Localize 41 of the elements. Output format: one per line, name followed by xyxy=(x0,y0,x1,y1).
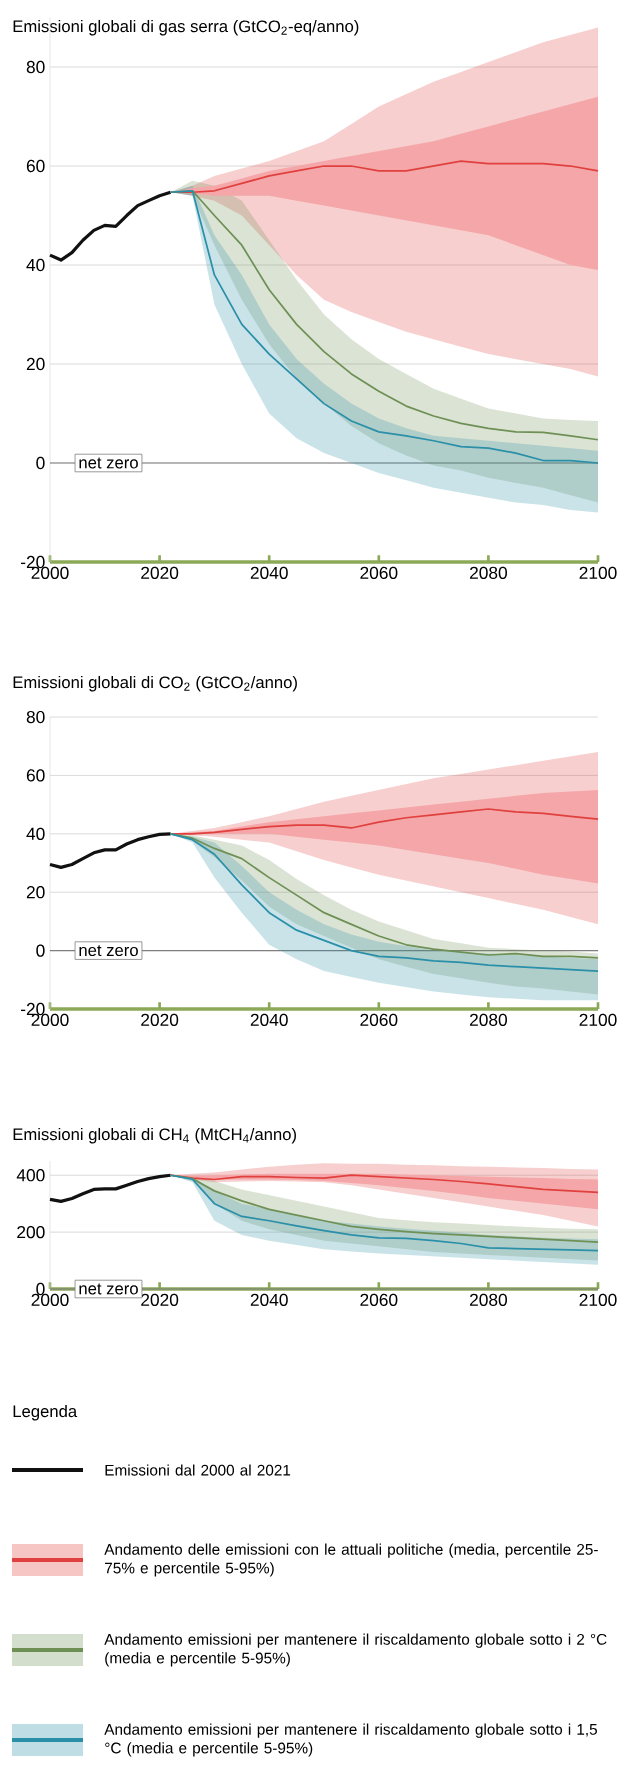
x-tick-label: 2080 xyxy=(470,1013,507,1026)
ref-line-label: net zero xyxy=(79,945,138,957)
x-tick-label: 2080 xyxy=(470,1293,507,1306)
ref-line-label: net zero xyxy=(79,1283,138,1295)
y-tick-label: 80 xyxy=(26,60,45,74)
x-tick-label: 2100 xyxy=(579,1293,617,1306)
x-tick-label: 2080 xyxy=(470,566,507,579)
y-tick-label: 20 xyxy=(26,886,45,899)
x-tick-label: 2040 xyxy=(250,1013,288,1026)
ref-line-label: net zero xyxy=(79,457,138,469)
x-tick-label: 2060 xyxy=(360,1013,398,1026)
x-tick-label: 2060 xyxy=(360,566,398,579)
chart-title: Emissioni globali di gas serra (GtCO$_{2}$-eq/anno) xyxy=(13,19,359,36)
y-tick-label: 60 xyxy=(26,769,45,782)
line-series xyxy=(48,832,173,869)
x-tick-label: 2040 xyxy=(250,566,288,579)
x-tick-label: 2020 xyxy=(141,1293,179,1306)
legend-title: Legenda xyxy=(13,1404,78,1421)
y-tick-label: 60 xyxy=(26,159,45,173)
legend-label: Andamento emissioni per mantenere il riscaldamento globale sotto i 2 °C (media e percentile 5-95%) xyxy=(104,1633,607,1667)
x-tick-label: 2100 xyxy=(579,566,617,579)
y-tick-label: 80 xyxy=(26,710,45,724)
x-tick-label: 2040 xyxy=(250,1293,288,1306)
y-tick-label: 400 xyxy=(16,1169,45,1182)
x-tick-label: 2100 xyxy=(579,1013,617,1026)
chart-title: Emissioni globali di CO$_{2}$ (GtCO$_{2}$/anno) xyxy=(13,675,297,692)
chart-title: Emissioni globali di CH$_{4}$ (MtCH$_{4}$/anno) xyxy=(13,1127,296,1144)
legend-label: Emissioni dal 2000 al 2021 xyxy=(105,1464,291,1476)
legend-label: Andamento emissioni per mantenere il riscaldamento globale sotto i 1,5 °C (media e percentile 5-95%) xyxy=(104,1723,597,1757)
y-tick-label: 40 xyxy=(26,258,45,272)
x-tick-label: 2060 xyxy=(360,1293,398,1306)
y-tick-label: 200 xyxy=(17,1225,45,1239)
x-tick-label: 2020 xyxy=(141,1013,179,1026)
y-tick-label: 0 xyxy=(36,944,45,957)
line-series xyxy=(48,1173,173,1203)
y-tick-label: 20 xyxy=(26,357,45,371)
legend-label: Andamento delle emissioni con le attuali politiche (media, percentile 25-75% e percentile 5-95%) xyxy=(104,1543,598,1577)
y-tick-label: 0 xyxy=(36,456,45,470)
x-tick-label: 2020 xyxy=(141,566,179,579)
line-series xyxy=(48,190,173,262)
y-tick-label: 40 xyxy=(26,827,45,840)
